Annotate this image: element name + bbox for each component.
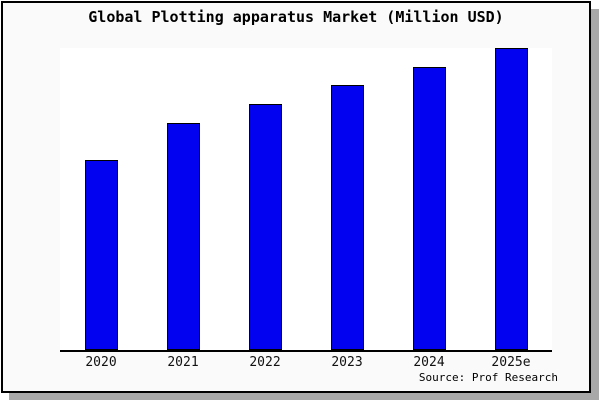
x-axis-label-2023: 2023 (331, 355, 363, 370)
x-axis-labels: 2020 2021 2022 2023 2024 2025e (60, 355, 552, 370)
source-note: Source: Prof Research (418, 371, 558, 384)
bar-slot-2022 (224, 48, 306, 350)
chart-card: Global Plotting apparatus Market (Millio… (1, 1, 591, 393)
bar-2023 (330, 85, 364, 350)
x-axis-label-2025e: 2025e (491, 355, 531, 370)
bar-slot-2020 (60, 48, 142, 350)
bar-2024 (412, 67, 446, 350)
bar-slot-2021 (142, 48, 224, 350)
chart-title: Global Plotting apparatus Market (Millio… (88, 8, 504, 26)
bar-slot-2025e (470, 48, 552, 350)
x-axis-label-2022: 2022 (249, 355, 281, 370)
bar-2021 (166, 123, 200, 350)
bar-slot-2024 (388, 48, 470, 350)
x-axis-label-2024: 2024 (413, 355, 445, 370)
bar-slot-2023 (306, 48, 388, 350)
bar-2020 (84, 160, 118, 350)
bar-2025e (494, 48, 528, 350)
plot-area (60, 48, 552, 352)
x-axis-label-2020: 2020 (85, 355, 117, 370)
x-axis-label-2021: 2021 (167, 355, 199, 370)
bar-2022 (248, 104, 282, 350)
